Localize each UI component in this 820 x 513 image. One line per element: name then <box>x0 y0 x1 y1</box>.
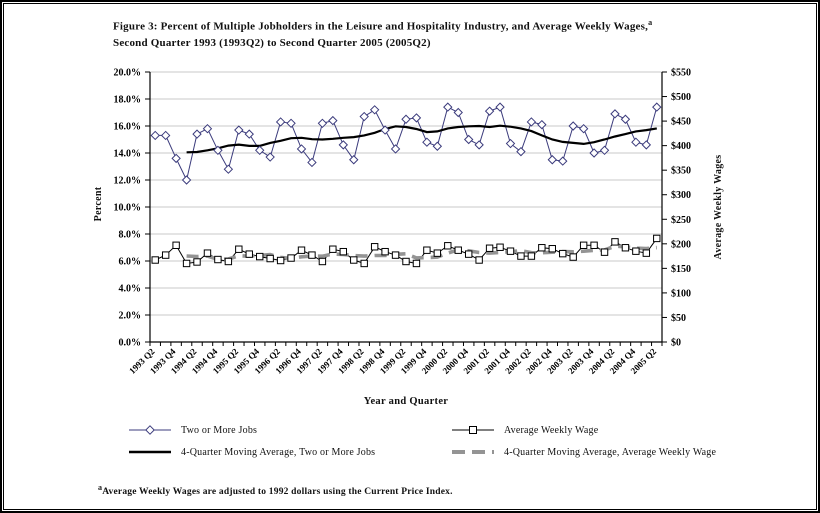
svg-text:$50: $50 <box>671 313 686 324</box>
svg-text:16.0%: 16.0% <box>114 122 142 133</box>
svg-text:14.0%: 14.0% <box>114 149 142 160</box>
svg-text:$500: $500 <box>671 92 691 103</box>
right-axis-title: Average Weekly Wages <box>713 154 724 260</box>
legend-item-ma-two-or-more-jobs: 4-Quarter Moving Average, Two or More Jo… <box>128 441 458 463</box>
title-footnote-marker: a <box>648 18 653 27</box>
footnote: aAverage Weekly Wages are adjusted to 19… <box>98 483 453 498</box>
legend-label: Average Weekly Wage <box>504 424 599 436</box>
svg-text:4.0%: 4.0% <box>119 284 142 295</box>
legend-swatch-dashed-line-icon <box>452 450 494 454</box>
legend-item-two-or-more-jobs: Two or More Jobs <box>128 419 458 441</box>
svg-text:6.0%: 6.0% <box>119 257 142 268</box>
legend-swatch-line-square-icon <box>452 426 494 434</box>
footnote-marker: a <box>98 483 103 492</box>
svg-text:12.0%: 12.0% <box>114 176 142 187</box>
series-markers-0 <box>150 102 662 185</box>
svg-text:$400: $400 <box>671 141 691 152</box>
left-axis-ticks: 0.0% 2.0% 4.0% 6.0% 8.0% 10.0% 12.0% 14.0% 16.0%… <box>114 68 150 349</box>
svg-text:20.0%: 20.0% <box>114 68 142 79</box>
legend-label: 4-Quarter Moving Average, Average Weekly… <box>504 446 717 458</box>
legend-item-average-weekly-wage: Average Weekly Wage <box>451 419 811 441</box>
legend-swatch-thick-line-icon <box>129 450 171 454</box>
figure-title-line1: Figure 3: Percent of Multiple Jobholders… <box>113 18 653 33</box>
series-markers-1 <box>151 234 661 268</box>
svg-text:10.0%: 10.0% <box>114 203 142 214</box>
svg-text:$350: $350 <box>671 166 691 177</box>
x-axis-title: Year and Quarter <box>363 396 449 407</box>
legend-left-column: Two or More Jobs 4-Quarter Moving Averag… <box>128 419 458 463</box>
left-axis-title: Percent <box>93 186 104 222</box>
legend-item-ma-average-weekly-wage: 4-Quarter Moving Average, Average Weekly… <box>451 441 811 463</box>
legend-right-column: Average Weekly Wage 4-Quarter Moving Ave… <box>451 419 811 463</box>
svg-text:8.0%: 8.0% <box>119 230 142 241</box>
figure-title: Figure 3: Percent of Multiple Jobholders… <box>113 15 773 51</box>
svg-text:$450: $450 <box>671 117 691 128</box>
svg-text:$300: $300 <box>671 190 691 201</box>
svg-text:$150: $150 <box>671 264 691 275</box>
svg-text:$0: $0 <box>671 338 681 349</box>
svg-text:$200: $200 <box>671 239 691 250</box>
svg-text:$100: $100 <box>671 288 691 299</box>
gridlines <box>150 71 662 316</box>
svg-text:0.0%: 0.0% <box>119 338 142 349</box>
legend-label: 4-Quarter Moving Average, Two or More Jo… <box>181 446 376 458</box>
svg-text:$250: $250 <box>671 215 691 226</box>
svg-text:2.0%: 2.0% <box>119 311 142 322</box>
svg-text:$550: $550 <box>671 68 691 79</box>
svg-text:18.0%: 18.0% <box>114 95 142 106</box>
figure-title-line2: Second Quarter 1993 (1993Q2) to Second Q… <box>113 36 431 49</box>
legend-swatch-line-diamond-icon <box>129 425 171 435</box>
series-line-3 <box>186 244 657 262</box>
right-axis-ticks: $0 $50 $100 $150 $200 $250 $300 $350 $400 $450 $50… <box>662 68 691 349</box>
legend-label: Two or More Jobs <box>181 424 258 436</box>
series-line-2 <box>186 124 657 154</box>
